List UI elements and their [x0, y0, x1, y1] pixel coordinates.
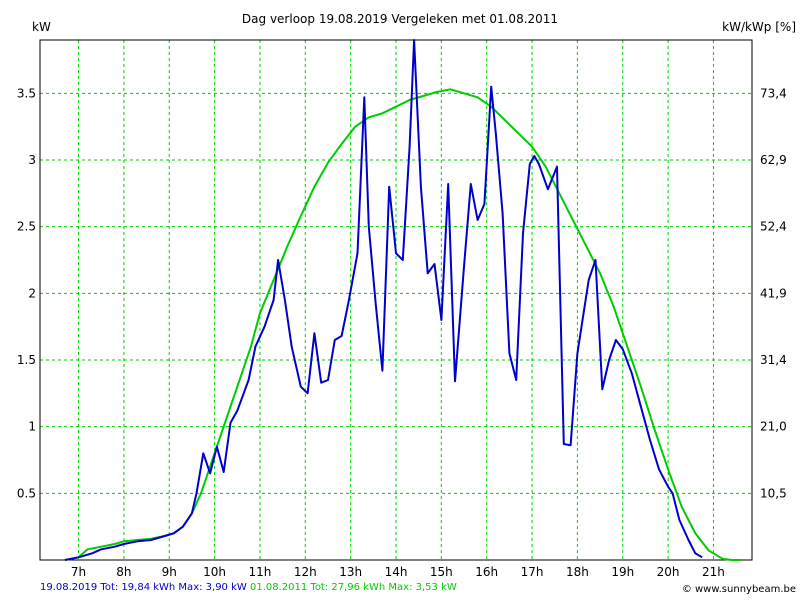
chart-title: Dag verloop 19.08.2019 Vergeleken met 01…: [242, 12, 558, 26]
x-tick-label: 9h: [162, 565, 177, 579]
y-tick-label: 3.5: [17, 86, 36, 100]
x-tick-label: 12h: [294, 565, 317, 579]
y2-tick-label: 73,4: [760, 86, 787, 100]
x-tick-label: 19h: [611, 565, 634, 579]
y2-tick-label: 21,0: [760, 420, 787, 434]
y2-tick-label: 31,4: [760, 353, 787, 367]
y-tick-label: 2: [28, 286, 36, 300]
x-tick-label: 11h: [249, 565, 272, 579]
x-tick-label: 16h: [475, 565, 498, 579]
y-tick-label: 0.5: [17, 486, 36, 500]
y-axis-label-right: kW/kWp [%]: [722, 20, 796, 34]
x-tick-label: 17h: [521, 565, 544, 579]
x-tick-label: 18h: [566, 565, 589, 579]
y-tick-label: 1: [28, 420, 36, 434]
series-line-19.08.2019: [64, 39, 703, 561]
legend-entry-2019: 19.08.2019 Tot: 19,84 kWh Max: 3,90 kW: [40, 582, 247, 593]
y-tick-label: 2.5: [17, 220, 36, 234]
legend-entry-2011: 01.08.2011 Tot: 27,96 kWh Max: 3,53 kW: [249, 582, 457, 593]
x-tick-label: 13h: [339, 565, 362, 579]
x-tick-label: 21h: [702, 565, 725, 579]
tick-labels: 7h 8h 9h 10h 11h 12h 13h 14h 15h 16h 17h 18h 19h 20h 2…: [17, 86, 787, 579]
y-tick-label: 3: [28, 153, 36, 167]
x-tick-label: 15h: [430, 565, 453, 579]
series-lines: [64, 39, 741, 561]
y2-tick-label: 52,4: [760, 220, 787, 234]
x-tick-label: 10h: [203, 565, 226, 579]
x-tick-label: 7h: [71, 565, 86, 579]
x-tick-label: 14h: [385, 565, 408, 579]
legend: 19.08.2019 Tot: 19,84 kWh Max: 3,90 kW 0…: [40, 582, 457, 593]
plot-area: [39, 39, 753, 561]
x-tick-label: 8h: [116, 565, 131, 579]
credit-text: © www.sunnybeam.be: [681, 584, 796, 595]
grid-lines: [40, 40, 752, 560]
x-tick-label: 20h: [657, 565, 680, 579]
y-axis-label-left: kW: [32, 20, 51, 34]
y2-tick-label: 10,5: [760, 486, 787, 500]
y2-tick-label: 41,9: [760, 286, 787, 300]
y-tick-label: 1.5: [17, 353, 36, 367]
y2-tick-label: 62,9: [760, 153, 787, 167]
